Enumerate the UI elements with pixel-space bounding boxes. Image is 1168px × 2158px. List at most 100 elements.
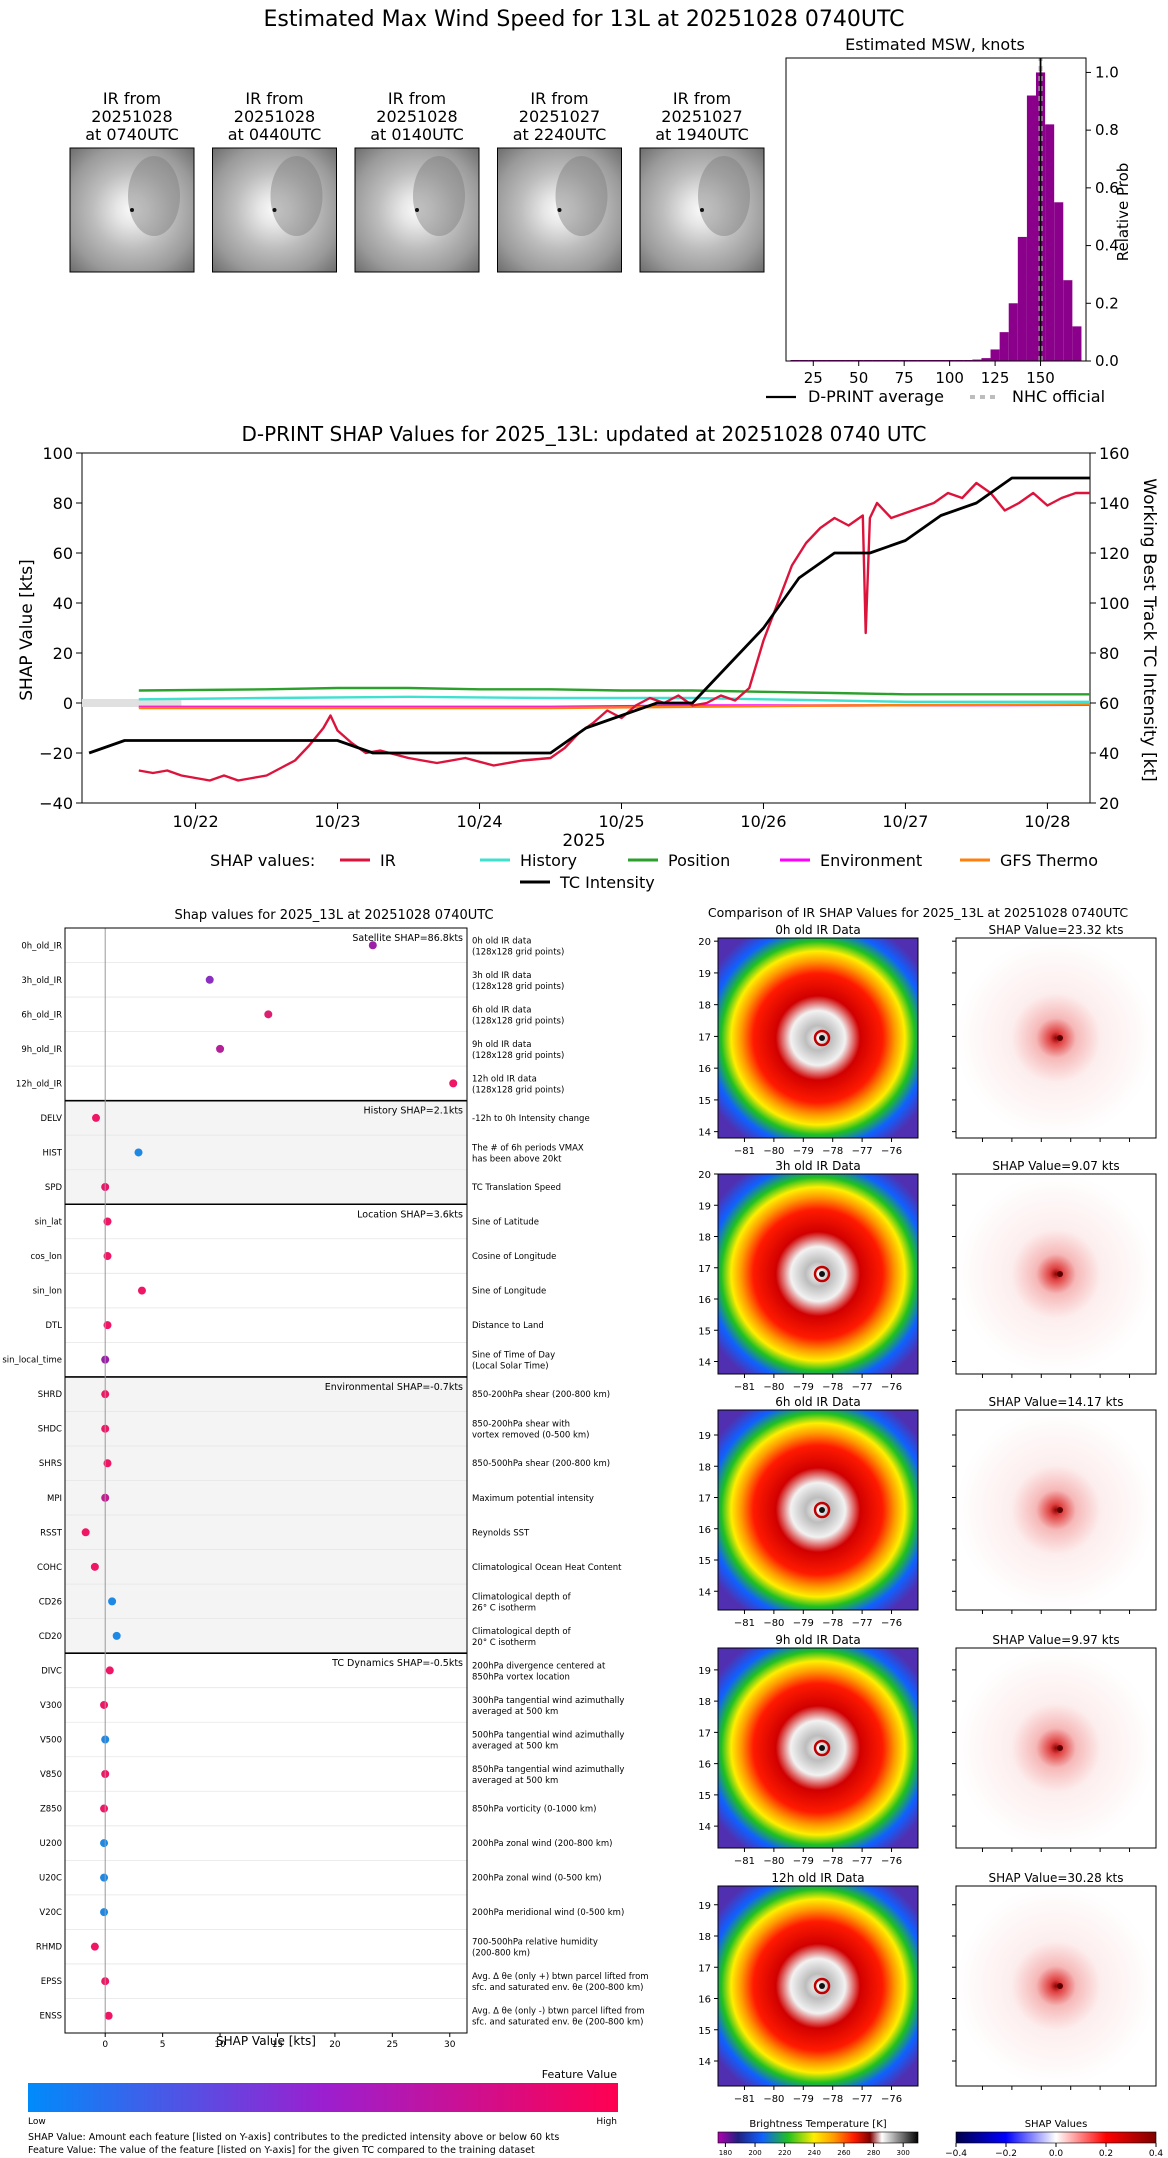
feature-shap-point [108, 1597, 117, 1606]
series-line-tc-intensity [88, 476, 1090, 755]
ir-xtick-label: −78 [822, 2094, 843, 2105]
feature-shap-point [449, 1079, 458, 1088]
feature-description: Sine of Time of Day [472, 1351, 555, 1361]
msw-xtick-label: 100 [935, 369, 964, 387]
timeseries-y2tick-label: 100 [1099, 594, 1130, 613]
feature-description: 9h old IR data [472, 1040, 531, 1050]
feature-code: DTL [46, 1321, 63, 1331]
ir-ytick-label: 15 [698, 2026, 711, 2037]
feature-xtick-label: 20 [329, 2040, 341, 2050]
thumb-label-line2: 20251027 [661, 107, 742, 126]
thumb-eye-marker [557, 208, 562, 212]
timeseries-y2tick-label: 160 [1099, 444, 1130, 463]
ir-panel-image [718, 1174, 918, 1374]
msw-title: Estimated MSW, knots [845, 35, 1025, 54]
ir-panel-frame [717, 937, 919, 1139]
feature-shap-point [100, 1700, 109, 1709]
feature-shap-point [103, 1252, 112, 1261]
feature-shap-point [104, 2011, 113, 2020]
msw-bar [1072, 326, 1082, 361]
feature-shap-point [105, 1666, 114, 1675]
feature-code: V500 [40, 1735, 62, 1745]
feature-shap-point [137, 1286, 146, 1295]
feature-description-2: sfc. and saturated env. θe (200-800 km) [472, 1983, 644, 1993]
ir-eye-ring [813, 1029, 831, 1047]
ir-ytick-label: 16 [698, 1525, 711, 1536]
feature-description: Climatological depth of [472, 1592, 572, 1602]
ir-xtick-label: −78 [822, 1382, 843, 1393]
series-line-history [138, 695, 1090, 703]
ir-eye [819, 1507, 825, 1513]
feature-value-title: Feature Value [542, 2068, 618, 2081]
shap-panel-image [955, 937, 1157, 1139]
timeseries-y2tick-label: 80 [1099, 644, 1119, 663]
ir-xtick-label: −76 [881, 2094, 902, 2105]
ir-xtick-label: −80 [763, 2094, 784, 2105]
ir-panel-frame [717, 1409, 919, 1611]
ir-xtick-label: −77 [852, 1146, 873, 1157]
ir-xtick-label: −77 [852, 1382, 873, 1393]
timeseries-ytick-label: 20 [53, 644, 73, 663]
timeseries-legend: SHAP values: IR History Position Environmen… [210, 851, 1098, 892]
bt-colorbar-tick-label: 300 [896, 2149, 909, 2157]
feature-description: 850-200hPa shear with [472, 1420, 570, 1430]
shap-feature-chart: Shap values for 2025_13L at 20251028 074… [2, 908, 648, 2156]
feature-code: HIST [43, 1148, 63, 1158]
shap-colorbar-tick-label: −0.4 [945, 2149, 967, 2158]
shap-colorbar-tick-label: 0.2 [1099, 2149, 1113, 2158]
feature-code: sin_local_time [2, 1356, 62, 1366]
ir-ytick-label: 16 [698, 1295, 711, 1306]
feature-code: V850 [40, 1770, 62, 1780]
feature-description-2: (128x128 grid points) [472, 1051, 564, 1061]
thumb-label-line1: IR from [245, 89, 303, 108]
ir-ytick-label: 18 [698, 1932, 711, 1943]
feature-code: SHRS [39, 1459, 62, 1469]
feature-xtick-label: 10 [214, 2040, 226, 2050]
timeseries-xlabel: 2025 [562, 831, 605, 851]
timeseries-ytick-label: 100 [42, 444, 73, 463]
timeseries-y2tick-label: 40 [1099, 744, 1119, 763]
ir-xtick-label: −79 [793, 1382, 814, 1393]
ir-comparison-panels: Comparison of IR SHAP Values for 2025_13… [698, 905, 1163, 2158]
ir-eye [819, 1035, 825, 1041]
feature-xtick-label: 5 [160, 2040, 166, 2050]
ir-ytick-label: 19 [698, 1666, 711, 1677]
ir-ytick-label: 17 [698, 1728, 711, 1739]
timeseries-xtick-label: 10/23 [314, 812, 360, 831]
ir-ytick-label: 15 [698, 1096, 711, 1107]
shap-colorbar-title: SHAP Values [1025, 2119, 1088, 2130]
feature-description: 200hPa divergence centered at [472, 1661, 606, 1671]
ir-eye [819, 1983, 825, 1989]
ir-ytick-label: 14 [698, 1128, 711, 1139]
feature-group-label: Location SHAP=3.6kts [357, 1209, 463, 1220]
ir-eye-ring [813, 1265, 831, 1283]
ir-xtick-label: −78 [822, 1618, 843, 1629]
shap-center-marker [1057, 1035, 1063, 1041]
legend-label: IR [380, 851, 396, 870]
legend-nhc-official: NHC official [1012, 387, 1105, 406]
thumb-label-line2: 20251028 [234, 107, 315, 126]
feature-value-low: Low [28, 2117, 46, 2127]
msw-ytick-label: 0.4 [1095, 237, 1119, 255]
ir-ytick-label: 15 [698, 1326, 711, 1337]
timeseries-y2tick-label: 60 [1099, 694, 1119, 713]
shap-center-marker [1057, 1983, 1063, 1989]
ir-ytick-label: 16 [698, 1064, 711, 1075]
shap-center-marker [1057, 1745, 1063, 1751]
ir-ytick-label: 17 [698, 1494, 711, 1505]
series-line-position [138, 686, 1090, 696]
ir-panel-image [718, 938, 918, 1138]
feature-shap-point [103, 1217, 112, 1226]
bt-colorbar-tick-label: 260 [837, 2149, 850, 2157]
feature-code: RSST [40, 1528, 63, 1538]
ir-xtick-label: −79 [793, 2094, 814, 2105]
thumb-label-line2: 20251027 [519, 107, 600, 126]
ir-xtick-label: −77 [852, 1618, 873, 1629]
feature-description-2: sfc. and saturated env. θe (200-800 km) [472, 2018, 644, 2028]
feature-description: 200hPa meridional wind (0-500 km) [472, 1908, 624, 1918]
feature-xtick-label: 25 [387, 2040, 398, 2050]
feature-description: Climatological Ocean Heat Content [472, 1563, 622, 1573]
feature-description: 6h old IR data [472, 1005, 531, 1015]
feature-shap-point [90, 1562, 99, 1571]
